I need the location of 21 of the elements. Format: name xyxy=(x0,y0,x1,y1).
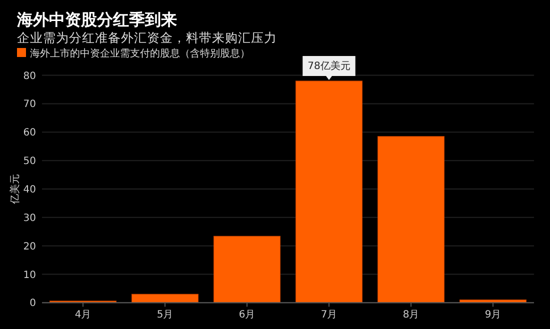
legend-label: 海外上市的中资企业需支付的股息（含特别股息） xyxy=(30,48,250,60)
x-tick-label: 6月 xyxy=(238,310,256,321)
y-tick-label: 50 xyxy=(23,156,36,168)
chart-subtitle: 企业需为分红准备外汇资金，料带来购汇压力 xyxy=(17,30,277,45)
x-tick-label: 8月 xyxy=(402,310,420,321)
annotation: 78亿美元 xyxy=(302,56,356,80)
x-tick-label: 5月 xyxy=(156,310,174,321)
chart-title: 海外中资股分红季到来 xyxy=(16,10,177,29)
y-axis-title: 亿美元 xyxy=(9,174,21,205)
y-tick-label: 20 xyxy=(23,241,36,252)
y-tick-label: 80 xyxy=(23,70,36,82)
y-tick-label: 40 xyxy=(23,184,36,196)
x-tick-label: 4月 xyxy=(74,310,92,321)
x-tick-label: 9月 xyxy=(484,310,502,321)
y-tick-label: 10 xyxy=(23,270,36,281)
annotation: 78亿美元 xyxy=(308,60,350,72)
y-tick-label: 70 xyxy=(23,99,36,110)
x-tick-label: 7月 xyxy=(320,310,338,321)
y-tick-label: 0 xyxy=(30,298,36,310)
y-tick-label: 60 xyxy=(23,128,36,139)
y-tick-label: 30 xyxy=(23,212,36,224)
